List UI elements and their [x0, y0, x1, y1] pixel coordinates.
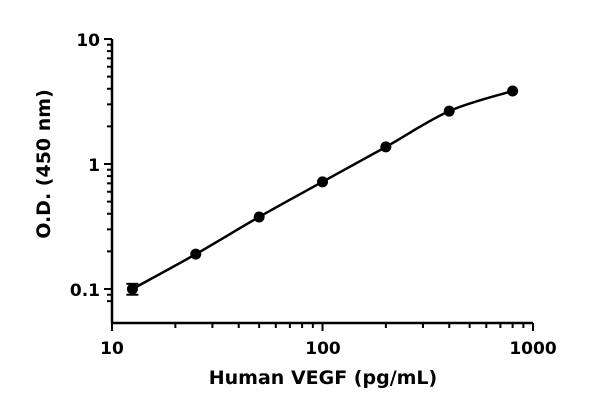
data-point — [317, 176, 328, 188]
data-point — [126, 283, 138, 295]
x-tick-label: 10 — [100, 339, 124, 359]
fit-curve — [131, 89, 513, 291]
y-axis-title: O.D. (450 nm) — [33, 89, 55, 239]
y-tick-label: 1 — [88, 156, 100, 176]
y-tick-label: 10 — [76, 31, 100, 51]
data-point — [190, 248, 202, 260]
data-point — [507, 85, 519, 97]
x-axis-title: Human VEGF (pg/mL) — [209, 367, 437, 389]
data-point — [253, 211, 265, 223]
x-tick-label: 1000 — [509, 339, 556, 359]
data-point — [443, 105, 455, 117]
x-tick-label: 100 — [305, 339, 341, 359]
y-tick-label: 0.1 — [70, 281, 100, 301]
data-point — [380, 141, 392, 153]
